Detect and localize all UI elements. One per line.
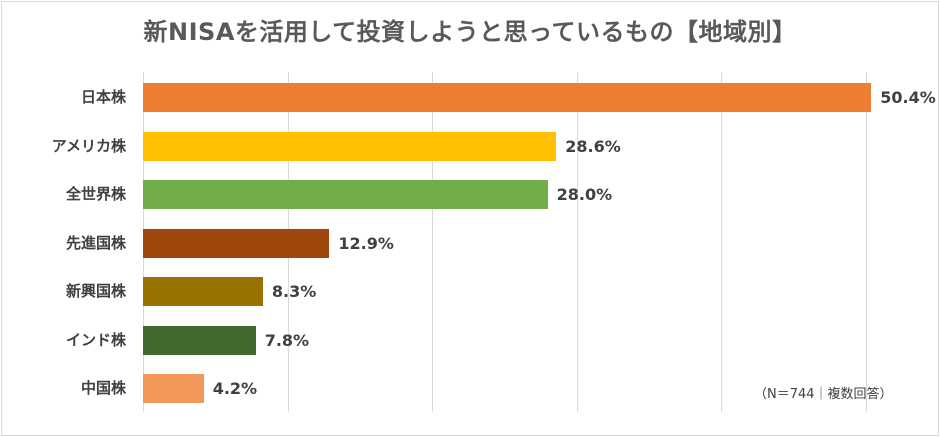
bar — [143, 277, 263, 306]
category-label: 全世界株 — [65, 185, 126, 203]
category-label: 先進国株 — [65, 233, 126, 252]
chart-title: 新NISAを活用して投資しようと思っているもの【地域別】 — [143, 18, 797, 46]
bar — [143, 325, 256, 355]
bar — [143, 228, 330, 258]
bar — [143, 131, 557, 161]
category-label: 新興国株 — [65, 282, 126, 300]
value-label: 4.2% — [212, 379, 258, 398]
category-label: アメリカ株 — [51, 136, 126, 155]
bar — [143, 180, 548, 209]
sample-size-note: （N＝744｜複数回答） — [754, 387, 893, 402]
gridline — [865, 72, 867, 412]
category-label: 日本株 — [80, 88, 126, 106]
category-label: 中国株 — [80, 379, 126, 397]
gridline — [721, 72, 722, 412]
gridline — [576, 72, 578, 412]
value-label: 8.3% — [271, 282, 317, 301]
gridline — [432, 72, 433, 412]
value-label: 7.8% — [264, 330, 310, 350]
bar — [143, 83, 872, 112]
value-label: 28.6% — [565, 136, 621, 156]
value-label: 50.4% — [880, 88, 936, 107]
value-label: 12.9% — [338, 233, 394, 253]
category-label: インド株 — [65, 330, 126, 349]
value-label: 28.0% — [556, 185, 613, 204]
bar — [143, 374, 204, 403]
